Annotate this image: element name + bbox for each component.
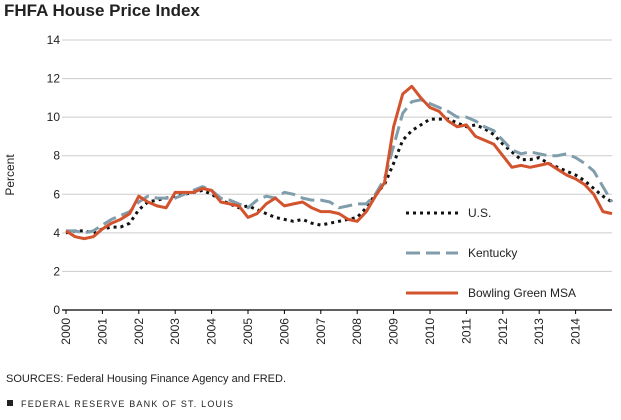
series-line — [65, 117, 613, 235]
x-tick-label: 2009 — [387, 318, 401, 345]
x-tick-label: 2003 — [168, 318, 182, 345]
x-tick-label: 2005 — [241, 318, 255, 345]
series-line — [65, 84, 613, 241]
y-tick-label: 8 — [53, 149, 60, 163]
y-tick-label: 10 — [47, 110, 61, 124]
x-tick-label: 2002 — [132, 318, 146, 345]
legend-label: Bowling Green MSA — [468, 286, 576, 300]
legend-label: U.S. — [468, 206, 491, 220]
x-tick-label: 2004 — [205, 318, 219, 345]
x-tick-label: 2001 — [95, 318, 109, 345]
x-tick-label: 2013 — [532, 318, 546, 345]
legend-label: Kentucky — [468, 246, 517, 260]
x-tick-label: 2012 — [496, 318, 510, 345]
footer: FEDERAL RESERVE BANK OF ST. LOUIS — [21, 399, 234, 409]
y-tick-label: 2 — [53, 264, 60, 278]
x-tick-label: 2000 — [59, 318, 73, 345]
x-tick-label: 2010 — [423, 318, 437, 345]
y-tick-label: 0 — [53, 303, 60, 317]
y-tick-label: 12 — [47, 72, 61, 86]
x-tick-label: 2007 — [314, 318, 328, 345]
x-tick-label: 2014 — [569, 318, 583, 345]
chart-title: FHFA House Price Index — [4, 1, 200, 20]
footer-icon — [7, 400, 13, 406]
x-tick-label: 2011 — [459, 318, 473, 344]
y-tick-label: 14 — [47, 33, 61, 47]
y-tick-label: 4 — [53, 226, 60, 240]
y-axis-label: Percent — [3, 154, 17, 196]
source: SOURCES: Federal Housing Finance Agency … — [6, 373, 286, 385]
x-tick-label: 2006 — [277, 318, 291, 345]
y-tick-label: 6 — [53, 187, 60, 201]
x-tick-label: 2008 — [350, 318, 364, 345]
series-line — [66, 98, 614, 235]
